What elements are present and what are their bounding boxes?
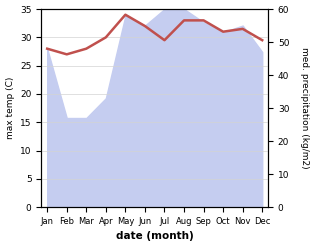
Y-axis label: max temp (C): max temp (C) <box>5 77 15 139</box>
X-axis label: date (month): date (month) <box>116 231 194 242</box>
Y-axis label: med. precipitation (kg/m2): med. precipitation (kg/m2) <box>300 47 309 169</box>
